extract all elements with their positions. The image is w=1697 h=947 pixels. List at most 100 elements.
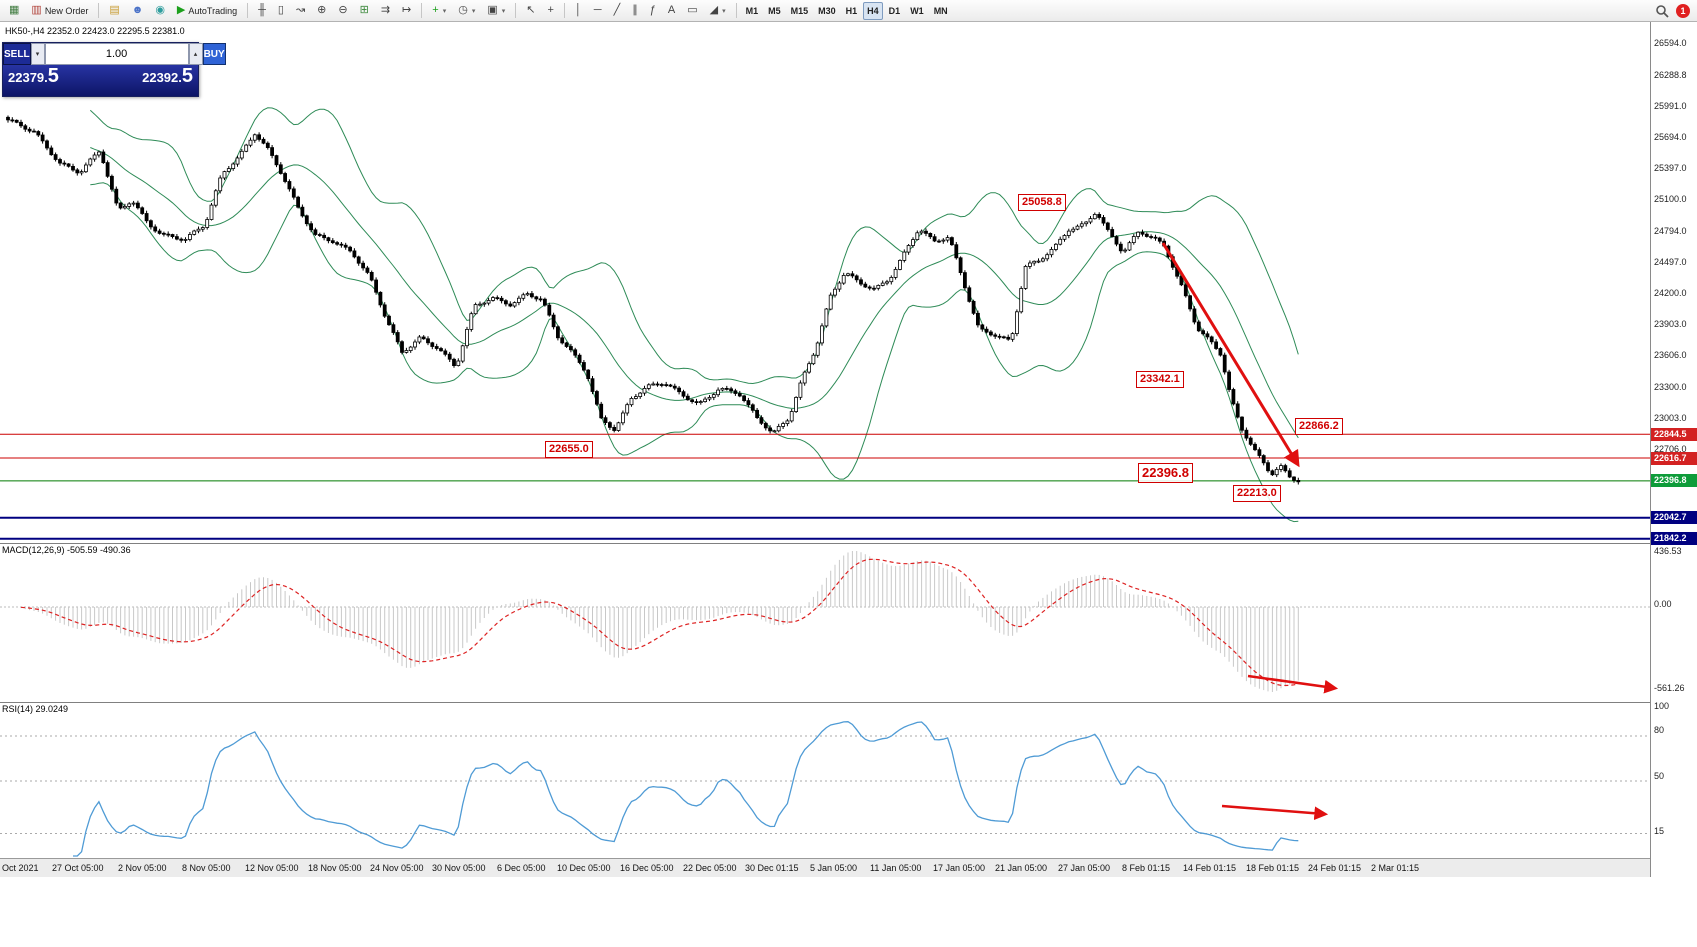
text-button[interactable]: A: [663, 2, 680, 20]
price-axis-tick: 23003.0: [1654, 412, 1687, 423]
chart-ohlc-header: HK50-,H4 22352.0 22423.0 22295.5 22381.0: [5, 26, 185, 36]
chevron-down-icon: ▾: [722, 7, 726, 15]
tf-w1-button[interactable]: W1: [906, 2, 928, 20]
price-axis-tag: 22042.7: [1651, 511, 1697, 525]
macd-signal-line: [20, 558, 1299, 687]
candlestick-chart-button[interactable]: ▯: [273, 2, 289, 20]
time-axis-label: 14 Feb 01:15: [1183, 863, 1237, 873]
time-axis-label: 24 Nov 05:00: [370, 863, 424, 873]
price-axis-tick: 25397.0: [1654, 163, 1687, 174]
shapes-button[interactable]: ◢ ▾: [705, 2, 731, 20]
fibonacci-button[interactable]: ƒ: [645, 2, 661, 20]
time-axis[interactable]: Oct 2021 27 Oct 05:00 2 Nov 05:00 8 Nov 05:…: [0, 858, 1650, 877]
rsi-arrow: [1221, 804, 1329, 821]
time-axis-label: 24 Feb 01:15: [1308, 863, 1362, 873]
buy-price-big: 5: [181, 65, 193, 87]
globe-icon: ◉: [155, 4, 165, 16]
volume-decrease-button[interactable]: ▾: [30, 43, 45, 65]
time-axis-label: 12 Nov 05:00: [245, 863, 299, 873]
volume-increase-button[interactable]: ▴: [188, 43, 203, 65]
price-axis[interactable]: 26594.0 26288.8 25991.0 25694.0 25397.0 25100…: [1650, 22, 1697, 877]
price-annotation[interactable]: 22866.2: [1295, 418, 1343, 435]
price-axis-tick: 25100.0: [1654, 194, 1687, 205]
trendline-button[interactable]: ╱: [609, 2, 626, 20]
notification-badge[interactable]: 1: [1676, 3, 1690, 18]
price-annotation[interactable]: 25058.8: [1018, 194, 1066, 211]
zoom-out-button[interactable]: ⊖: [333, 2, 352, 20]
price-annotation[interactable]: 22213.0: [1233, 485, 1281, 502]
line-icon: ↝: [295, 4, 306, 16]
crosshair-button[interactable]: +: [542, 2, 558, 20]
tf-h4-button[interactable]: H4: [863, 1, 883, 20]
sell-price: 22379.5: [8, 65, 59, 87]
toolbar-right: 1: [1655, 3, 1693, 18]
price-axis-tick: 23300.0: [1654, 381, 1687, 392]
horizontal-level-lines[interactable]: [0, 433, 1650, 540]
tile-windows-button[interactable]: ⊞: [355, 2, 374, 20]
price-annotation[interactable]: 23342.1: [1136, 371, 1184, 388]
tf-w1-button-label: W1: [910, 5, 924, 16]
tf-mn-button[interactable]: MN: [930, 2, 952, 20]
zoom-in-button[interactable]: ⊕: [312, 2, 331, 20]
horizontal-line-button[interactable]: ─: [589, 2, 607, 20]
tf-m30-button-label: M30: [818, 5, 836, 16]
new-order-button[interactable]: ▥ New Order: [26, 2, 93, 20]
line-chart-button[interactable]: ↝: [291, 2, 310, 20]
channel-button[interactable]: ∥: [627, 2, 643, 20]
tf-m1-button[interactable]: M1: [742, 2, 763, 20]
price-annotation[interactable]: 22655.0: [545, 441, 593, 458]
indicator-axis-tick: 0.00: [1654, 599, 1672, 609]
cursor-button[interactable]: ↖: [521, 2, 540, 20]
label-button[interactable]: ▭: [682, 2, 702, 20]
buy-button[interactable]: BUY: [202, 43, 226, 65]
indicator-axis-tick: 15: [1654, 826, 1665, 836]
signals-button[interactable]: ☻: [127, 2, 149, 20]
play-icon: ▶: [176, 4, 186, 16]
search-button[interactable]: [1655, 4, 1669, 18]
periods-button[interactable]: ◷ ▾: [453, 2, 480, 20]
vertical-line-button[interactable]: │: [570, 2, 587, 20]
new-chart-button[interactable]: ▦: [4, 2, 24, 20]
tf-m15-button[interactable]: M15: [787, 2, 813, 20]
book-icon: ▤: [109, 4, 120, 16]
sell-button[interactable]: SELL: [3, 43, 31, 65]
price-annotation[interactable]: 22396.8: [1138, 463, 1193, 483]
time-axis-label: 17 Jan 05:00: [933, 863, 986, 873]
time-axis-label: 27 Jan 05:00: [1058, 863, 1111, 873]
auto-scroll-button[interactable]: ⇉: [376, 2, 395, 20]
tf-m5-button[interactable]: M5: [764, 2, 785, 20]
tf-h1-button[interactable]: H1: [842, 2, 862, 20]
label-icon: ▭: [687, 4, 698, 16]
price-axis-tick: 26288.8: [1654, 70, 1687, 81]
tf-d1-button-label: D1: [888, 5, 901, 16]
sell-price-big: 5: [47, 65, 59, 87]
tf-h1-button-label: H1: [845, 5, 858, 16]
rsi-line: [73, 721, 1299, 857]
price-axis-tag: 21842.2: [1651, 532, 1697, 546]
tf-m5-button-label: M5: [768, 5, 781, 16]
price-axis-tick: 23903.0: [1654, 318, 1687, 329]
time-axis-label: 27 Oct 05:00: [52, 863, 104, 873]
chart-canvas[interactable]: [0, 0, 1650, 877]
autotrading-button[interactable]: ▶ AutoTrading: [172, 2, 242, 20]
indicator-axis-tick: -561.26: [1654, 683, 1685, 693]
trend-arrow: [1161, 242, 1300, 468]
tf-m30-button[interactable]: M30: [814, 2, 840, 20]
cursor-icon: ↖: [526, 4, 536, 16]
market-button[interactable]: ▤: [104, 2, 124, 20]
community-button[interactable]: ◉: [150, 2, 170, 20]
indicators-button[interactable]: + ▾: [427, 2, 451, 20]
chart-shift-icon: ↦: [402, 4, 412, 16]
new-order-button-label: New Order: [44, 5, 89, 16]
tf-d1-button[interactable]: D1: [885, 2, 905, 20]
templates-button[interactable]: ▣ ▾: [482, 2, 510, 20]
time-axis-label: 5 Jan 05:00: [810, 863, 858, 873]
price-axis-tick: 24794.0: [1654, 226, 1687, 237]
chart-shift-button[interactable]: ↦: [397, 2, 416, 20]
price-axis-tick: 26594.0: [1654, 38, 1687, 49]
horizontal-line-icon: ─: [593, 4, 602, 16]
price-axis-tick: 25694.0: [1654, 132, 1687, 143]
bar-chart-button[interactable]: ╫: [253, 2, 271, 20]
time-axis-label: 30 Dec 01:15: [745, 863, 799, 873]
volume-input[interactable]: [44, 43, 189, 65]
